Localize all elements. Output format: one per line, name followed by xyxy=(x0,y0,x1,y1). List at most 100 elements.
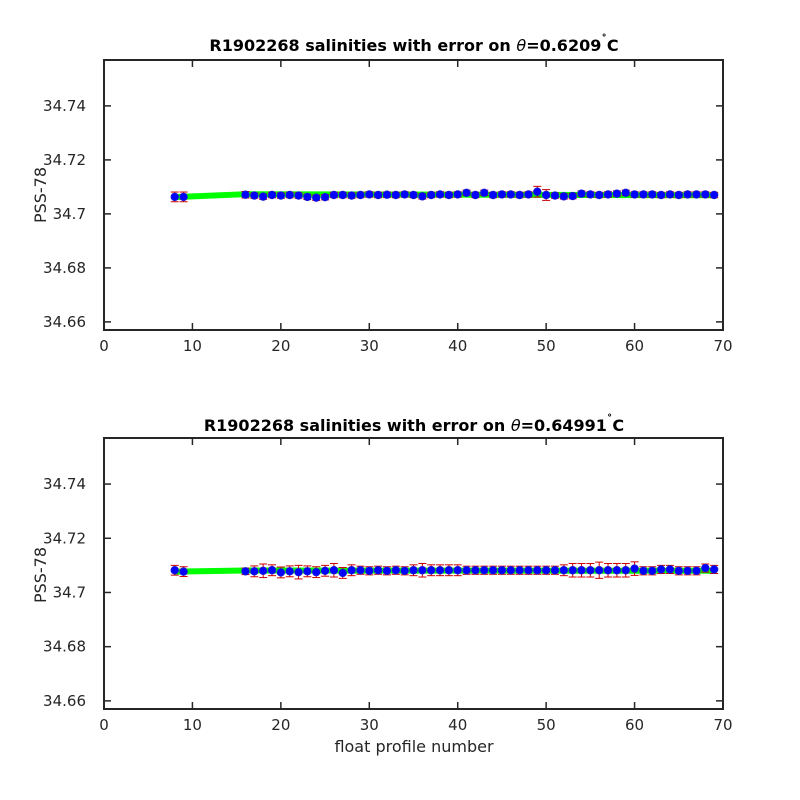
data-point xyxy=(356,566,365,575)
data-point xyxy=(630,190,639,199)
data-point xyxy=(674,566,683,575)
data-point xyxy=(462,566,471,575)
data-point xyxy=(701,190,710,199)
x-tick-label: 30 xyxy=(360,716,379,734)
data-point xyxy=(241,567,250,576)
data-point xyxy=(409,566,418,575)
data-point xyxy=(294,191,303,200)
data-point xyxy=(471,190,480,200)
data-point xyxy=(267,566,277,575)
y-tick-label: 34.72 xyxy=(43,151,86,169)
data-point xyxy=(480,566,489,575)
data-point xyxy=(320,566,330,575)
data-point xyxy=(568,191,577,201)
data-point xyxy=(506,566,515,575)
data-point xyxy=(409,190,418,200)
data-point xyxy=(382,566,392,575)
data-point xyxy=(515,566,524,575)
y-tick-label: 34.68 xyxy=(43,259,86,277)
data-point xyxy=(559,566,569,575)
data-point xyxy=(453,190,462,199)
x-tick-label: 70 xyxy=(713,716,732,734)
bottom-point-layer xyxy=(170,563,719,578)
y-tick-label: 34.72 xyxy=(43,529,86,547)
top-ticks: 0 10 20 30 40 50 60 70 34.66 34.68 34.7 34.72 34.74 xyxy=(43,60,733,355)
data-point xyxy=(285,567,294,576)
data-point xyxy=(320,192,330,202)
x-tick-label: 50 xyxy=(537,337,556,355)
data-point xyxy=(418,192,427,201)
data-point xyxy=(577,189,586,198)
bottom-chart-title: R1902268 salinities with error on θ=0.64… xyxy=(204,413,624,435)
data-point xyxy=(179,567,188,576)
data-point xyxy=(373,190,383,200)
data-point xyxy=(639,190,648,199)
data-point xyxy=(497,566,507,575)
y-tick-label: 34.7 xyxy=(53,583,86,601)
data-point xyxy=(435,566,445,575)
data-point xyxy=(312,193,321,202)
data-point xyxy=(312,567,321,577)
data-point xyxy=(506,190,515,199)
data-point xyxy=(250,567,259,576)
y-tick-label: 34.66 xyxy=(43,313,86,331)
data-point xyxy=(488,566,498,575)
theta-symbol: θ xyxy=(516,36,526,55)
bottom-x-axis-label: float profile number xyxy=(334,737,494,756)
data-point xyxy=(294,567,303,577)
data-point xyxy=(541,566,551,575)
x-tick-label: 70 xyxy=(713,337,732,355)
data-point xyxy=(462,188,471,198)
theta-symbol: θ xyxy=(511,416,521,435)
data-point xyxy=(692,190,701,199)
data-point xyxy=(179,192,188,202)
data-point xyxy=(648,566,657,575)
data-point xyxy=(365,566,374,575)
x-tick-label: 10 xyxy=(183,337,202,355)
data-point xyxy=(338,568,347,578)
data-point xyxy=(533,187,542,196)
y-tick-label: 34.7 xyxy=(53,205,86,223)
data-point xyxy=(258,192,268,201)
data-point xyxy=(595,566,604,575)
data-point xyxy=(276,191,286,200)
data-point xyxy=(391,566,401,575)
top-y-axis-label: PSS-78 xyxy=(31,167,50,223)
data-point xyxy=(656,190,666,200)
data-point xyxy=(303,567,312,576)
x-tick-label: 20 xyxy=(271,337,290,355)
data-point xyxy=(665,190,675,199)
bottom-axes-box xyxy=(103,437,724,710)
data-point xyxy=(683,566,692,575)
data-point xyxy=(241,190,250,199)
data-point xyxy=(603,190,613,199)
data-point xyxy=(683,190,692,199)
data-point xyxy=(444,566,454,575)
y-tick-label: 34.74 xyxy=(43,475,86,493)
data-point xyxy=(515,190,524,200)
data-point xyxy=(258,566,268,575)
top-chart-panel: R1902268 salinities with error on θ=0.62… xyxy=(31,33,733,355)
data-point xyxy=(382,190,392,199)
bottom-chart-panel: R1902268 salinities with error on θ=0.64… xyxy=(31,413,733,756)
data-point xyxy=(480,188,489,198)
data-point xyxy=(568,566,577,575)
data-point xyxy=(586,190,595,199)
x-tick-label: 30 xyxy=(360,337,379,355)
data-point xyxy=(453,566,462,575)
data-point xyxy=(303,192,312,202)
data-point xyxy=(533,566,542,575)
data-point xyxy=(656,565,666,574)
y-tick-label: 34.74 xyxy=(43,97,86,115)
data-point xyxy=(329,190,339,200)
data-point xyxy=(426,190,436,200)
x-tick-label: 40 xyxy=(448,716,467,734)
x-tick-label: 40 xyxy=(448,337,467,355)
data-point xyxy=(365,190,374,199)
data-point xyxy=(709,565,719,574)
data-point xyxy=(285,190,294,200)
data-point xyxy=(444,190,454,200)
data-point xyxy=(709,190,719,200)
data-point xyxy=(674,190,683,200)
